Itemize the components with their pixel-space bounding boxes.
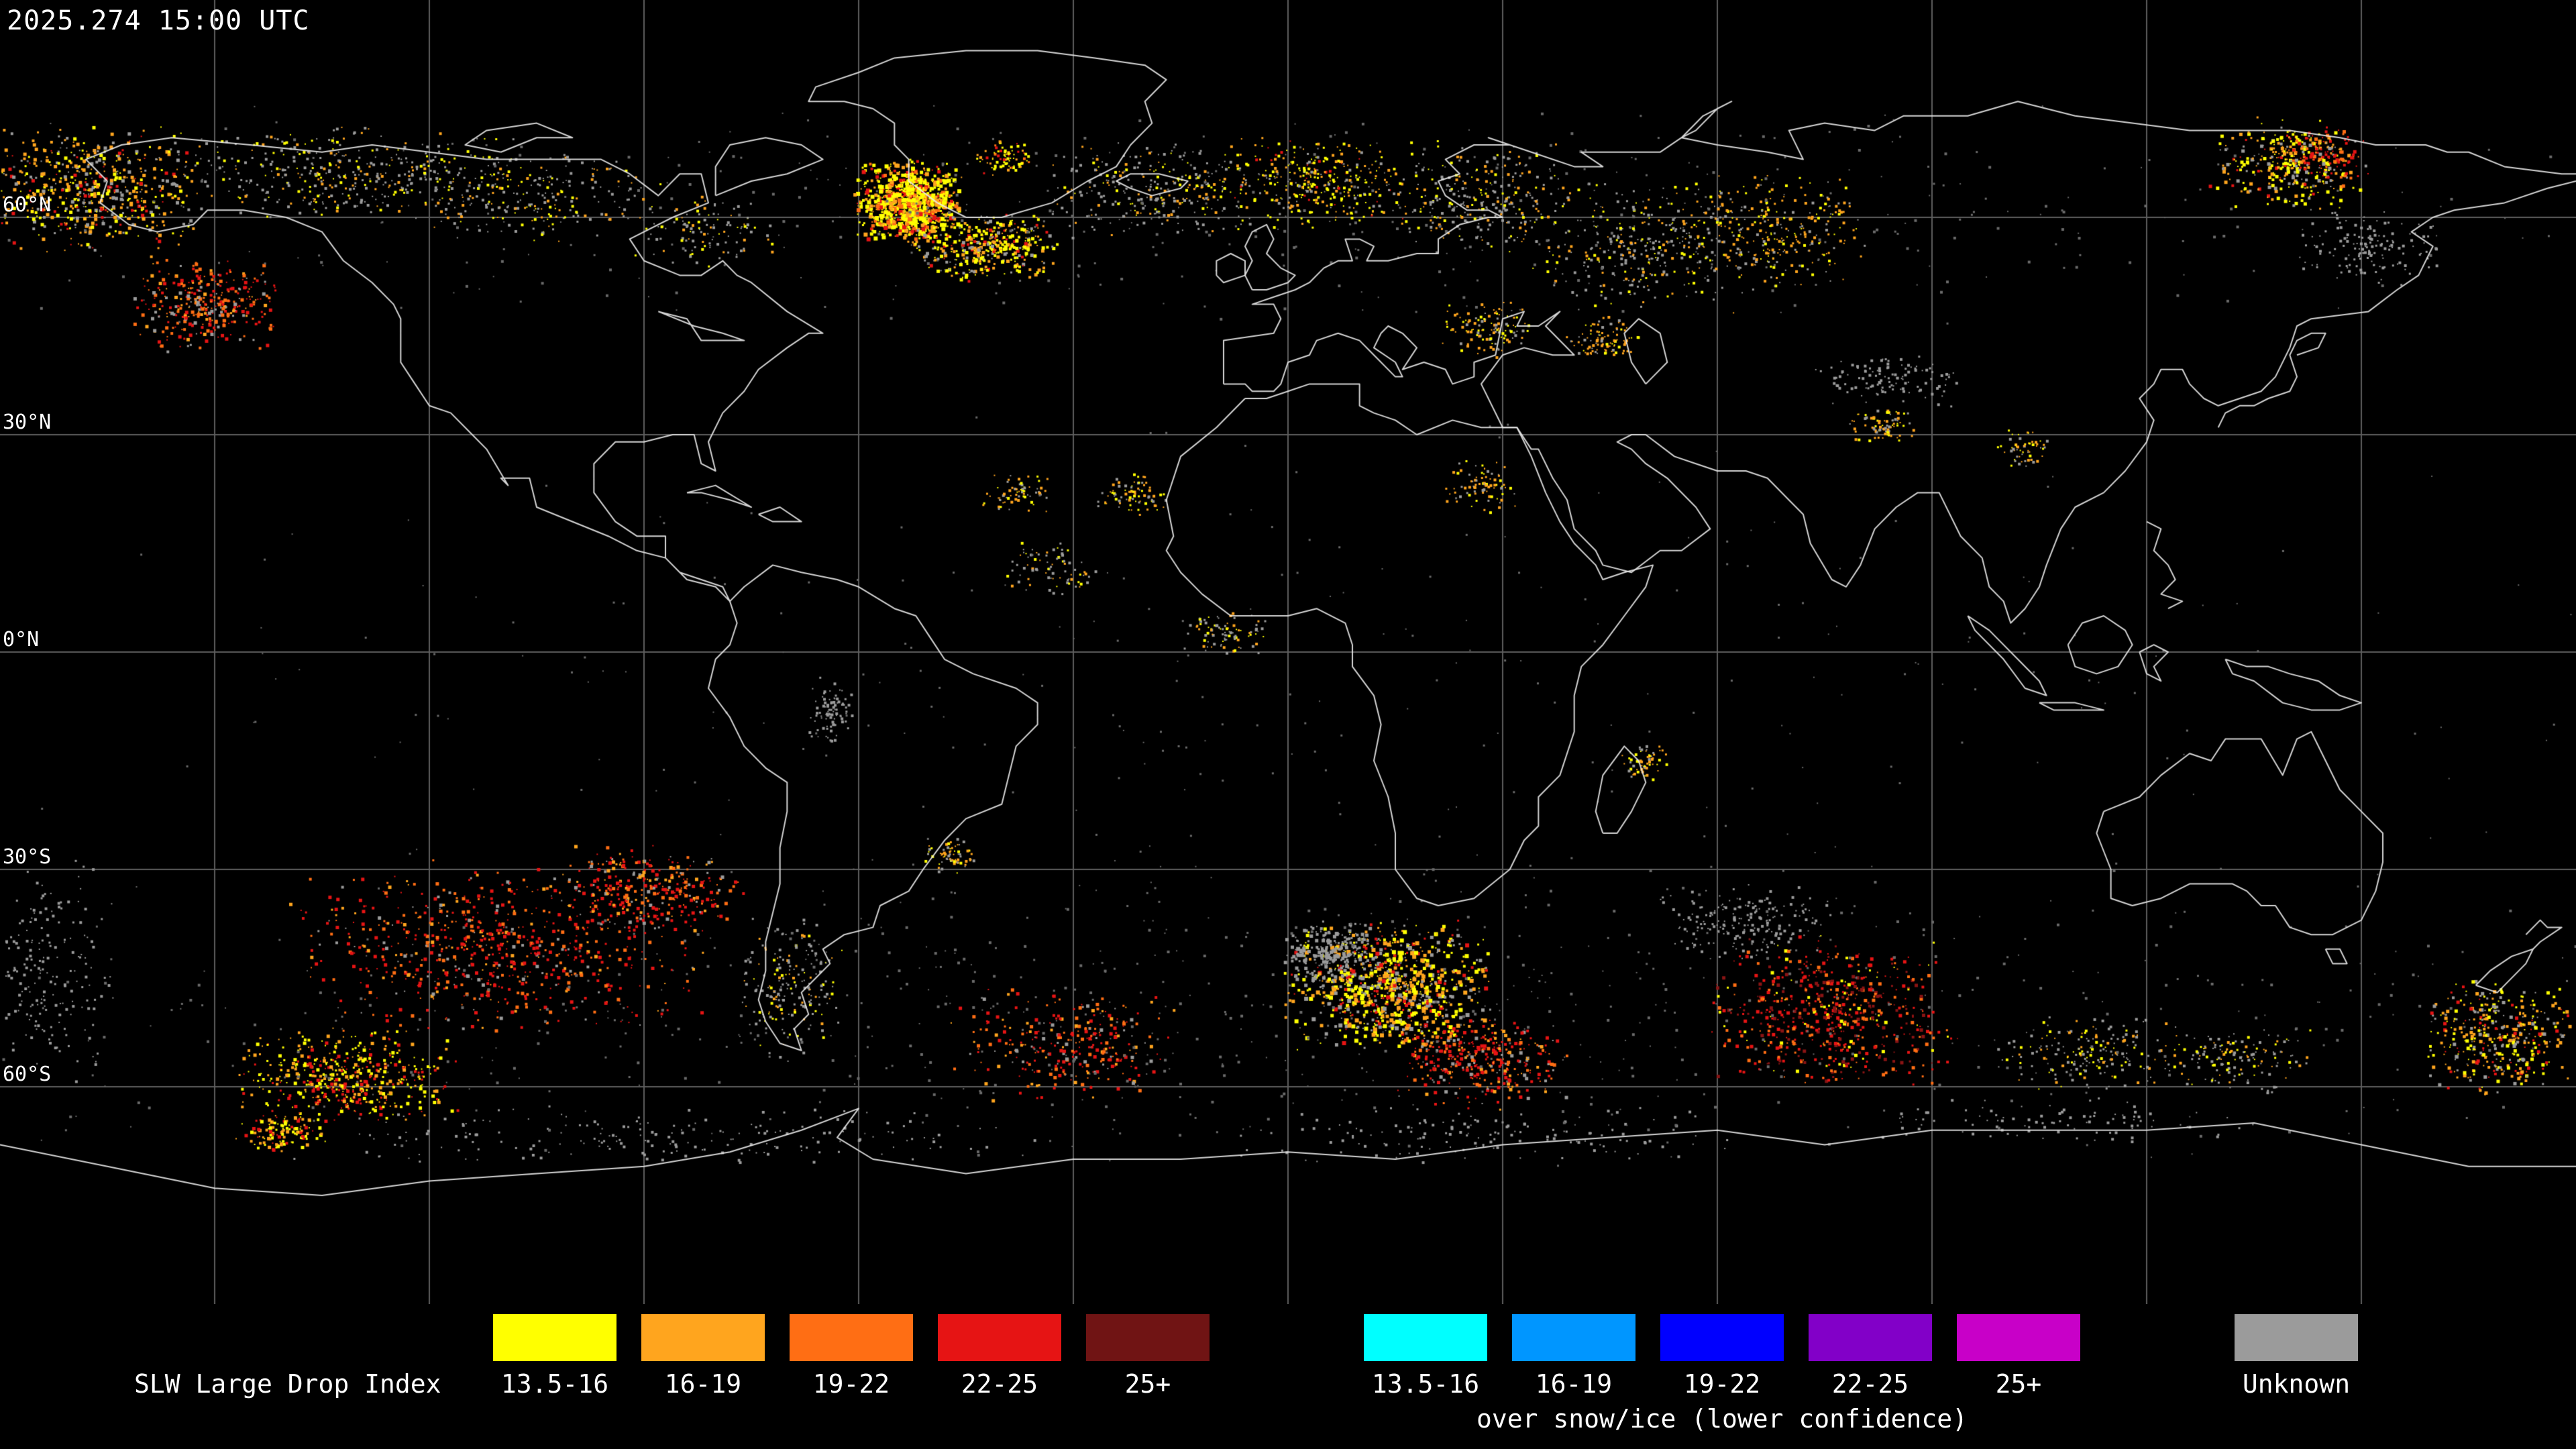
legend-label: 25+ bbox=[1995, 1369, 2042, 1399]
legend-label: 16-19 bbox=[664, 1369, 742, 1399]
legend-label: 13.5-16 bbox=[1371, 1369, 1480, 1399]
legend-group-main: 13.5-16 16-19 19-22 22-25 25+ bbox=[493, 1314, 1210, 1399]
legend-swatch-orange bbox=[641, 1314, 765, 1361]
legend-swatch-red bbox=[938, 1314, 1061, 1361]
lat-label: 60°S bbox=[3, 1063, 52, 1086]
legend-swatch-magenta bbox=[1957, 1314, 2080, 1361]
legend-swatch-light-blue bbox=[1512, 1314, 1635, 1361]
legend-item: 22-25 bbox=[938, 1314, 1061, 1399]
legend-item: 16-19 bbox=[1512, 1314, 1635, 1399]
legend-label: 25+ bbox=[1124, 1369, 1171, 1399]
legend-label: 19-22 bbox=[812, 1369, 890, 1399]
lat-label: 30°N bbox=[3, 411, 52, 434]
lat-label: 0°N bbox=[3, 628, 40, 651]
legend-item: 22-25 bbox=[1809, 1314, 1932, 1399]
legend-swatch-gray bbox=[2235, 1314, 2358, 1361]
legend-item: 19-22 bbox=[790, 1314, 913, 1399]
legend-item: 13.5-16 bbox=[1364, 1314, 1487, 1399]
lat-label: 60°N bbox=[3, 193, 52, 217]
legend-swatch-purple bbox=[1809, 1314, 1932, 1361]
legend-swatch-yellow bbox=[493, 1314, 616, 1361]
legend-item: 13.5-16 bbox=[493, 1314, 616, 1399]
legend-item: Unknown bbox=[2235, 1314, 2358, 1399]
world-map: 2025.274 15:00 UTC 60°N 30°N 0°N 30°S 60°S bbox=[0, 0, 2576, 1304]
legend-label: 22-25 bbox=[961, 1369, 1038, 1399]
lat-label: 30°S bbox=[3, 845, 52, 869]
map-canvas bbox=[0, 0, 2576, 1304]
legend-label: 22-25 bbox=[1831, 1369, 1909, 1399]
legend-label: 13.5-16 bbox=[500, 1369, 609, 1399]
legend-swatch-cyan bbox=[1364, 1314, 1487, 1361]
legend-label: 16-19 bbox=[1535, 1369, 1613, 1399]
legend: SLW Large Drop Index 13.5-16 16-19 19-22 bbox=[0, 1314, 2576, 1448]
legend-swatch-dark-orange bbox=[790, 1314, 913, 1361]
legend-item: 25+ bbox=[1957, 1314, 2080, 1399]
legend-swatch-maroon bbox=[1086, 1314, 1210, 1361]
legend-label: 19-22 bbox=[1683, 1369, 1761, 1399]
legend-item: 25+ bbox=[1086, 1314, 1210, 1399]
legend-label: Unknown bbox=[2242, 1369, 2351, 1399]
timestamp: 2025.274 15:00 UTC bbox=[7, 5, 310, 36]
legend-snow-ice-subtitle: over snow/ice (lower confidence) bbox=[1476, 1404, 1968, 1434]
legend-unknown: Unknown bbox=[2235, 1314, 2358, 1399]
legend-item: 19-22 bbox=[1660, 1314, 1784, 1399]
legend-group-snow-ice: 13.5-16 16-19 19-22 22-25 25+ bbox=[1364, 1314, 2080, 1434]
legend-item: 16-19 bbox=[641, 1314, 765, 1399]
legend-title: SLW Large Drop Index bbox=[134, 1369, 441, 1399]
legend-swatch-blue bbox=[1660, 1314, 1784, 1361]
